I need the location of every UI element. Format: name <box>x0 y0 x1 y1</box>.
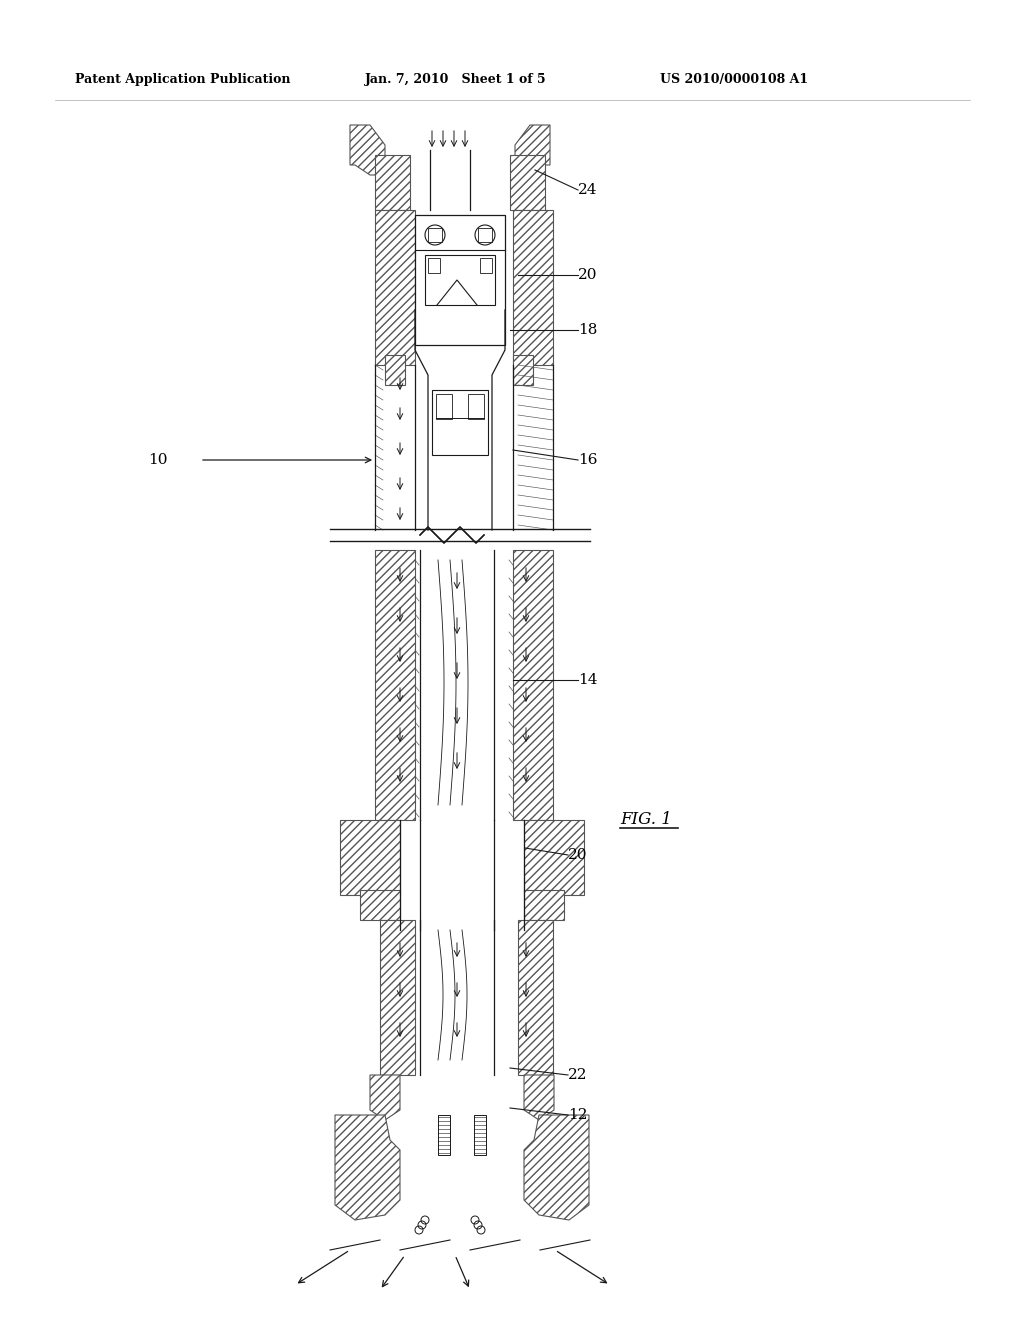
Bar <box>513 550 553 820</box>
Bar <box>340 820 400 895</box>
Text: 16: 16 <box>578 453 597 467</box>
Text: 18: 18 <box>578 323 597 337</box>
Bar <box>418 525 488 545</box>
Bar <box>380 920 415 1074</box>
Bar <box>474 1115 486 1155</box>
Polygon shape <box>335 1115 400 1220</box>
Bar <box>425 255 495 305</box>
Text: Jan. 7, 2010   Sheet 1 of 5: Jan. 7, 2010 Sheet 1 of 5 <box>365 74 547 87</box>
Text: 10: 10 <box>148 453 168 467</box>
Text: FIG. 1: FIG. 1 <box>620 812 672 829</box>
Bar <box>375 550 415 820</box>
Text: 24: 24 <box>578 183 597 197</box>
Bar <box>415 215 505 345</box>
Text: 12: 12 <box>568 1107 588 1122</box>
Bar <box>360 890 400 920</box>
Bar <box>385 355 406 385</box>
Bar <box>375 210 415 366</box>
Bar <box>478 228 492 242</box>
Bar <box>375 154 410 210</box>
Bar <box>468 393 484 418</box>
Bar <box>432 389 488 455</box>
Bar <box>518 920 553 1074</box>
Bar <box>428 228 442 242</box>
Bar <box>428 257 440 273</box>
Text: Patent Application Publication: Patent Application Publication <box>75 74 291 87</box>
Bar <box>524 890 564 920</box>
Polygon shape <box>524 1115 589 1220</box>
Bar <box>510 154 545 210</box>
Text: 20: 20 <box>568 847 588 862</box>
Polygon shape <box>370 1074 400 1119</box>
Bar <box>480 257 492 273</box>
Bar <box>513 210 553 366</box>
Polygon shape <box>515 125 550 176</box>
Text: 22: 22 <box>568 1068 588 1082</box>
Polygon shape <box>350 125 385 176</box>
Bar <box>436 393 452 418</box>
Text: 14: 14 <box>578 673 597 686</box>
Bar <box>438 1115 450 1155</box>
Text: US 2010/0000108 A1: US 2010/0000108 A1 <box>660 74 808 87</box>
Polygon shape <box>524 1074 554 1119</box>
Bar <box>524 820 584 895</box>
Text: 20: 20 <box>578 268 597 282</box>
Bar <box>513 355 534 385</box>
